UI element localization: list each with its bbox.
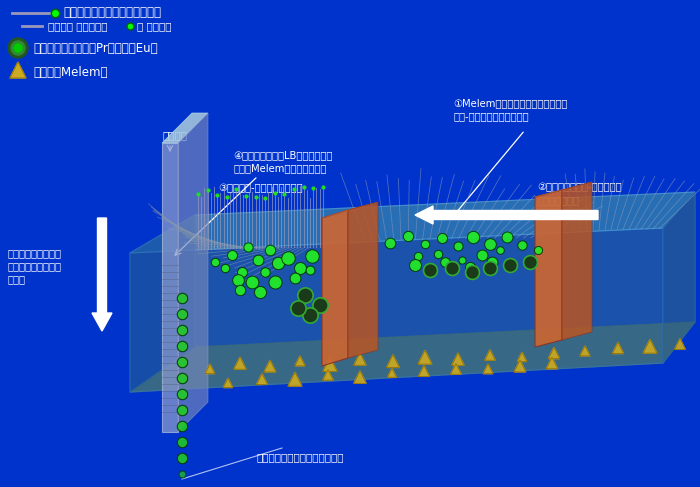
Polygon shape [322, 202, 378, 218]
Polygon shape [195, 192, 695, 347]
Polygon shape [514, 360, 526, 372]
Polygon shape [178, 113, 208, 432]
Polygon shape [388, 368, 396, 377]
Text: ： 親水部位: ： 親水部位 [137, 21, 172, 31]
Text: ④石英基板上へのLB膜形成時に、
水中のMelemが取り込まれる: ④石英基板上へのLB膜形成時に、 水中のMelemが取り込まれる [233, 150, 332, 173]
Polygon shape [535, 182, 592, 197]
Polygon shape [162, 143, 178, 432]
Polygon shape [162, 113, 208, 143]
Polygon shape [205, 364, 215, 374]
Polygon shape [264, 360, 276, 372]
Polygon shape [10, 62, 26, 78]
Polygon shape [354, 371, 366, 383]
Polygon shape [257, 374, 267, 384]
Circle shape [14, 44, 22, 52]
Polygon shape [234, 357, 246, 369]
Text: ①Melemを溶かした水の界面にセッ
ケン-希土類鈤体を展開する: ①Melemを溶かした水の界面にセッ ケン-希土類鈤体を展開する [453, 98, 568, 121]
Polygon shape [130, 228, 663, 392]
Text: 基板は水面に対し、
垂直にゆっくり上下
させる: 基板は水面に対し、 垂直にゆっくり上下 させる [8, 248, 62, 284]
Polygon shape [675, 338, 685, 349]
Text: セッケン分子（ステアリン酸）: セッケン分子（ステアリン酸） [63, 6, 161, 19]
Polygon shape [386, 355, 399, 368]
Polygon shape [288, 373, 302, 386]
Polygon shape [419, 366, 429, 376]
Text: ②水面のセッケン-希土類鈤体
に圧力をかける: ②水面のセッケン-希土類鈤体 に圧力をかける [537, 182, 622, 205]
Polygon shape [323, 370, 333, 380]
Polygon shape [130, 322, 695, 392]
Polygon shape [354, 353, 366, 365]
FancyArrow shape [415, 206, 598, 224]
Text: ＝＝＝： 疏水部位、: ＝＝＝： 疏水部位、 [48, 21, 108, 31]
Polygon shape [322, 210, 348, 366]
Text: 希土類金属シートが形成される: 希土類金属シートが形成される [256, 452, 344, 462]
Polygon shape [323, 357, 337, 371]
Polygon shape [546, 357, 558, 369]
Polygon shape [130, 215, 195, 392]
Polygon shape [663, 192, 695, 363]
Text: ③セッケン-希土類鈤体が直立: ③セッケン-希土類鈤体が直立 [218, 183, 302, 193]
Polygon shape [418, 351, 432, 364]
Polygon shape [485, 350, 495, 360]
Polygon shape [295, 356, 305, 366]
Polygon shape [451, 364, 461, 374]
Polygon shape [223, 378, 232, 388]
Polygon shape [348, 202, 378, 358]
Polygon shape [562, 182, 592, 340]
FancyArrow shape [92, 218, 112, 331]
Circle shape [11, 41, 25, 55]
Polygon shape [130, 192, 695, 253]
Polygon shape [548, 347, 560, 359]
Polygon shape [535, 190, 562, 347]
Text: 石英基板: 石英基板 [162, 130, 188, 140]
Polygon shape [612, 342, 624, 354]
Polygon shape [580, 346, 590, 356]
Polygon shape [517, 352, 526, 361]
Polygon shape [483, 364, 493, 374]
Circle shape [8, 38, 28, 58]
Text: 希土類金属イオン（PrあるいはEu）: 希土類金属イオン（PrあるいはEu） [33, 41, 158, 55]
Text: メレム（Melem）: メレム（Melem） [33, 65, 108, 78]
Polygon shape [452, 353, 464, 365]
Polygon shape [643, 339, 657, 353]
